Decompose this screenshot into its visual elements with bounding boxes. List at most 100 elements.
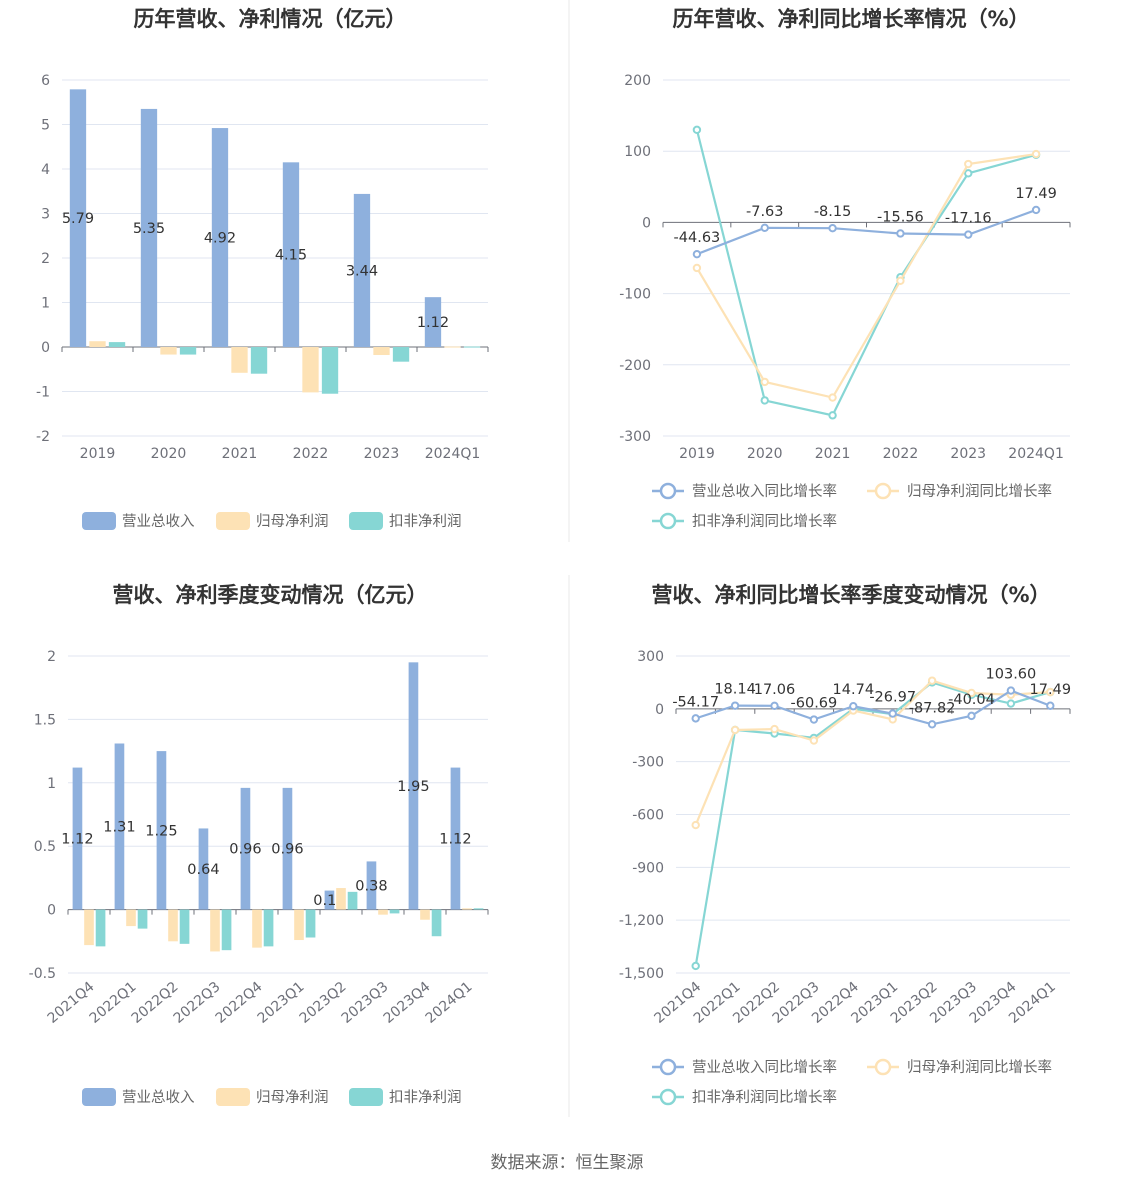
legend-label: 扣非净利润同比增长率: [692, 513, 837, 530]
bar-net-profit: [160, 347, 177, 355]
series-line: [695, 152, 1037, 399]
annual-growth-chart: 历年营收、净利同比增长率情况（%） -300 -200 -100 0 100 200 2019…: [619, 7, 1071, 530]
data-point: [896, 276, 905, 285]
bar-net-profit: [462, 908, 472, 910]
x-tick-label: 2019: [80, 446, 116, 462]
data-point: [692, 125, 702, 135]
point-value-label: -8.15: [814, 204, 852, 220]
chart-title: 营收、净利季度变动情况（亿元）: [113, 583, 428, 607]
y-tick-label: 0: [655, 702, 664, 718]
bar-value-label: 0.64: [187, 862, 219, 878]
legend-label: 归母净利润: [256, 513, 329, 530]
legend-label: 营业总收入: [122, 1089, 195, 1106]
bar-deducted-profit: [179, 909, 190, 944]
legend-swatch: [82, 1088, 116, 1106]
x-tick-label: 2022: [293, 446, 329, 462]
data-point: [691, 714, 700, 723]
data-point: [1006, 699, 1016, 708]
legend-marker: [659, 1058, 677, 1076]
point-value-label: -40.04: [948, 692, 995, 708]
x-tick-label: 2021: [815, 446, 851, 462]
bar-net-profit: [373, 347, 390, 356]
legend-marker: [874, 482, 892, 500]
point-value-label: -54.17: [672, 694, 719, 710]
quarterly-amount-chart: 营收、净利季度变动情况（亿元）-0.500.511.522021Q42022Q1…: [29, 583, 489, 1106]
bar-net-profit: [420, 909, 430, 920]
series-line: [694, 681, 1051, 967]
bar-deducted-profit: [389, 909, 400, 914]
y-tick-label: 3: [41, 207, 50, 223]
bar-revenue: [69, 89, 87, 347]
bar-net-profit: [294, 909, 304, 941]
data-point: [849, 702, 858, 711]
y-tick-label: -2: [36, 429, 50, 445]
bar-revenue: [140, 108, 158, 347]
bar-deducted-profit: [321, 347, 339, 394]
legend-label: 归母净利润同比增长率: [907, 1059, 1052, 1076]
bar-revenue: [324, 890, 335, 910]
bar-revenue: [366, 861, 377, 910]
chart-title: 历年营收、净利情况（亿元）: [134, 7, 407, 31]
data-point: [730, 725, 740, 735]
x-tick-label: 2021: [222, 446, 258, 462]
data-point: [1031, 205, 1041, 215]
bar-value-label: 5.35: [133, 221, 165, 237]
bar-value-label: 3.44: [346, 263, 378, 279]
series-line: [696, 208, 1037, 256]
bar-deducted-profit: [263, 909, 274, 947]
bar-deducted-profit: [392, 347, 410, 362]
bar-value-label: 0.38: [355, 879, 387, 895]
data-point: [760, 223, 769, 233]
legend-marker: [659, 512, 677, 530]
y-tick-label: 5: [41, 118, 50, 134]
bar-revenue: [211, 128, 229, 347]
bar-net-profit: [168, 909, 178, 942]
data-point: [964, 230, 973, 239]
y-tick-label: 0: [642, 215, 651, 231]
data-point: [691, 820, 700, 830]
y-tick-label: -300: [632, 755, 664, 771]
chart-title: 历年营收、净利同比增长率情况（%）: [672, 7, 1029, 31]
point-value-label: -7.63: [746, 204, 784, 220]
x-tick-label: 2020: [151, 446, 187, 462]
point-value-label: 103.60: [986, 667, 1037, 683]
bar-value-label: 1.12: [417, 315, 449, 331]
point-value-label: -60.69: [791, 696, 838, 712]
y-tick-label: -0.5: [29, 966, 56, 982]
legend-label: 扣非净利润: [389, 513, 462, 530]
y-tick-label: 100: [624, 144, 651, 160]
bar-value-label: 4.15: [275, 248, 307, 264]
bar-net-profit: [252, 909, 262, 948]
y-tick-label: 1.5: [34, 712, 56, 728]
legend-label: 归母净利润: [256, 1089, 329, 1106]
legend-marker: [874, 1058, 892, 1076]
bar-net-profit: [302, 347, 319, 393]
bar-revenue: [353, 193, 371, 347]
bar-deducted-profit: [431, 909, 442, 937]
data-point: [896, 229, 905, 238]
bar-net-profit: [231, 347, 248, 373]
legend-label: 营业总收入同比增长率: [692, 483, 837, 500]
data-point: [1031, 149, 1041, 159]
y-tick-label: -1,500: [619, 966, 664, 982]
data-point: [691, 961, 700, 971]
bar-value-label: 1.12: [61, 832, 93, 848]
y-tick-label: 4: [41, 162, 50, 178]
bar-deducted-profit: [108, 342, 126, 347]
x-tick-label: 2022: [883, 446, 919, 462]
data-point: [1046, 687, 1055, 697]
bar-deducted-profit: [137, 909, 148, 929]
x-tick-label: 2024Q1: [423, 979, 476, 1027]
point-value-label: -15.56: [877, 209, 924, 225]
data-point: [692, 263, 702, 273]
data-point: [770, 724, 779, 734]
point-value-label: 17.49: [1015, 186, 1057, 202]
series-line: [694, 679, 1051, 826]
y-tick-label: -1: [36, 385, 50, 401]
data-point: [964, 169, 973, 178]
legend-marker: [659, 1088, 677, 1106]
x-tick-label: 2024Q1: [425, 446, 481, 462]
annual-amount-chart: 历年营收、净利情况（亿元） -2 -1 0 1 2 3 4 5 6 2019 2020 2021 2022…: [36, 7, 489, 530]
bar-deducted-profit: [179, 347, 197, 355]
point-value-label: 17.49: [1030, 682, 1072, 698]
